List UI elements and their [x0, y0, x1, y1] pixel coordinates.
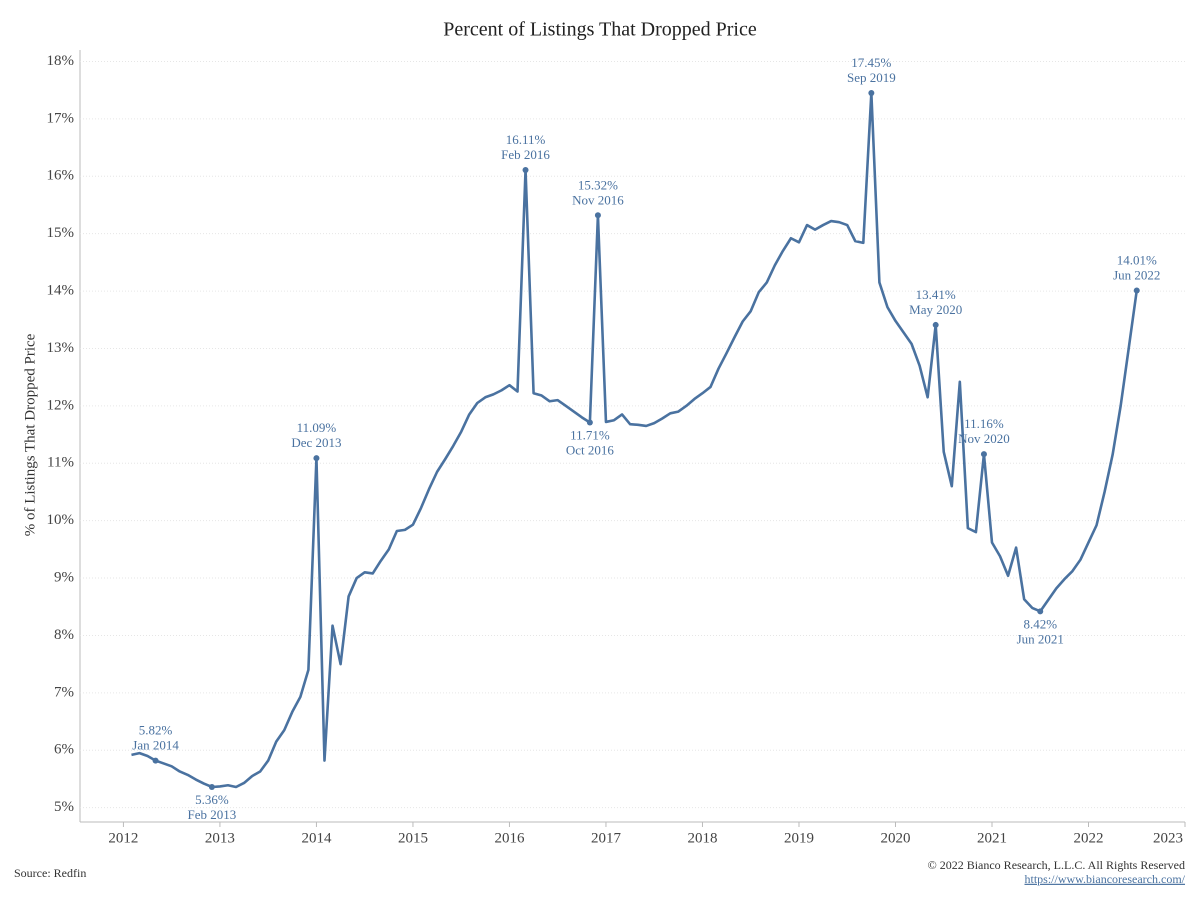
annotation-date: Nov 2016	[572, 192, 624, 207]
annotation-date: Dec 2013	[291, 435, 341, 450]
annotation-date: Jun 2022	[1113, 267, 1160, 282]
x-tick-label: 2018	[687, 830, 717, 846]
website-link[interactable]: https://www.biancoresearch.com/	[1024, 872, 1185, 886]
annotation-value: 8.42%	[1023, 616, 1057, 631]
point-marker	[208, 783, 215, 790]
annotation-value: 17.45%	[851, 55, 891, 70]
point-marker	[1133, 287, 1140, 294]
y-axis-label: % of Listings That Dropped Price	[22, 333, 38, 536]
x-tick-label: 2016	[494, 830, 525, 846]
x-tick-label: 2013	[205, 830, 235, 846]
y-tick-label: 8%	[54, 627, 74, 643]
x-tick-label: 2017	[591, 830, 622, 846]
point-marker	[586, 419, 593, 426]
y-tick-label: 16%	[47, 168, 75, 184]
point-marker	[932, 321, 939, 328]
x-tick-label: 2023	[1153, 830, 1183, 846]
data-line	[131, 91, 1139, 789]
annotation-date: May 2020	[909, 302, 962, 317]
x-tick-label: 2019	[784, 830, 814, 846]
y-tick-label: 12%	[47, 397, 75, 413]
point-marker	[868, 90, 875, 97]
annotation-date: Jan 2014	[132, 738, 179, 753]
y-tick-label: 9%	[54, 569, 74, 585]
annotation-value: 14.01%	[1117, 252, 1157, 267]
annotation-value: 5.82%	[139, 723, 173, 738]
point-marker	[594, 212, 601, 219]
x-tick-label: 2015	[398, 830, 428, 846]
x-tick-label: 2020	[880, 830, 910, 846]
y-tick-label: 17%	[47, 110, 75, 126]
y-tick-label: 7%	[54, 684, 74, 700]
point-marker	[1037, 608, 1044, 615]
y-tick-label: 5%	[54, 799, 74, 815]
y-tick-label: 13%	[47, 340, 75, 356]
annotation-value: 13.41%	[916, 287, 956, 302]
x-tick-label: 2012	[108, 830, 138, 846]
annotation-date: Sep 2019	[847, 70, 896, 85]
annotation-value: 16.11%	[506, 132, 546, 147]
x-tick-label: 2022	[1073, 830, 1103, 846]
point-marker	[522, 166, 529, 173]
copyright: © 2022 Bianco Research, L.L.C. All Right…	[928, 858, 1185, 872]
annotation-date: Feb 2016	[501, 147, 550, 162]
chart-title: Percent of Listings That Dropped Price	[443, 19, 757, 41]
annotation-date: Jun 2021	[1017, 631, 1064, 646]
annotation-value: 11.71%	[570, 427, 610, 442]
annotation-value: 11.16%	[964, 416, 1004, 431]
point-marker	[152, 757, 159, 764]
point-marker	[980, 451, 987, 458]
point-marker	[313, 455, 320, 462]
annotation-date: Feb 2013	[188, 807, 237, 822]
y-tick-label: 14%	[47, 283, 75, 299]
source: Source: Redfin	[14, 866, 86, 880]
y-tick-label: 15%	[47, 225, 75, 241]
y-tick-label: 11%	[47, 455, 74, 471]
x-tick-label: 2014	[301, 830, 332, 846]
annotation-date: Nov 2020	[958, 431, 1010, 446]
x-tick-label: 2021	[977, 830, 1007, 846]
annotation-value: 11.09%	[297, 420, 337, 435]
annotation-date: Oct 2016	[566, 442, 615, 457]
annotation-value: 5.36%	[195, 792, 229, 807]
y-tick-label: 10%	[47, 512, 75, 528]
y-tick-label: 18%	[47, 53, 75, 69]
annotation-value: 15.32%	[578, 177, 618, 192]
y-tick-label: 6%	[54, 742, 74, 758]
